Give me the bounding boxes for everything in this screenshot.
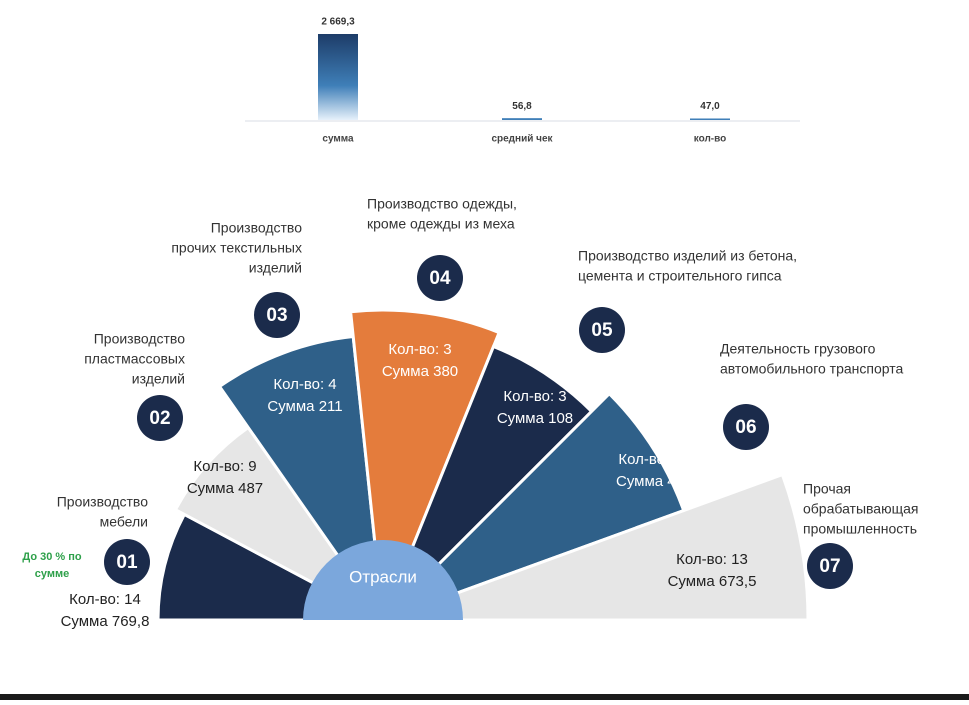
sector-count: Кол-во: 4 — [273, 376, 336, 393]
annotation: До 30 % по — [22, 551, 82, 563]
sector-label: цемента и строительного гипса — [578, 268, 782, 284]
sector-sum: Сумма 487 — [187, 480, 263, 497]
sector-label: Производство — [211, 220, 302, 236]
sector-count: Кол-во: 13 — [676, 551, 748, 568]
sector-label: изделий — [249, 260, 302, 276]
number-badge — [417, 255, 463, 301]
sector — [381, 344, 594, 622]
sector-number: 01 — [116, 552, 138, 573]
sector-number: 07 — [819, 556, 840, 577]
sector-sum: Сумма 108 — [497, 410, 573, 427]
sector-label: Производство — [94, 331, 185, 347]
sector-label: прочих текстильных — [171, 240, 302, 256]
value-label: 56,8 — [512, 101, 532, 112]
sector-count: Кол-во: 3 — [503, 388, 566, 405]
sector-label: автомобильного транспорта — [720, 361, 903, 377]
sector-label: кроме одежды из меха — [367, 216, 515, 232]
number-badge — [137, 395, 183, 441]
value-label: 2 669,3 — [321, 17, 355, 28]
sector-number: 04 — [429, 268, 451, 289]
number-badge — [579, 307, 625, 353]
sector-sum: Сумма 380 — [382, 363, 458, 380]
sector — [217, 334, 386, 626]
number-badge — [723, 404, 769, 450]
sector-label: изделий — [132, 371, 185, 387]
sector-fan — [156, 308, 810, 626]
sector-label: Производство изделий из бетона, — [578, 248, 797, 264]
annotation: сумме — [35, 568, 69, 580]
sector-number: 02 — [149, 408, 170, 429]
sector-count: Кол-во: 14 — [69, 591, 141, 608]
sector-number: 06 — [735, 417, 756, 438]
center-circle — [303, 540, 463, 620]
sector-number: 05 — [591, 320, 613, 341]
bottom-edge — [0, 694, 969, 700]
bar — [690, 118, 730, 120]
sector-sum: Сумма 769,8 — [61, 613, 150, 630]
sector — [381, 391, 686, 622]
sector-label: Деятельность грузового — [720, 341, 876, 357]
sector-sum: Сумма 673,5 — [668, 573, 757, 590]
sector — [382, 472, 810, 622]
sector-label: Прочая — [803, 481, 851, 497]
sector-sum: Сумма 40 — [616, 473, 684, 490]
number-badge — [104, 539, 150, 585]
x-tick-label: сумма — [322, 134, 354, 145]
bar — [502, 118, 542, 120]
sector-count: Кол-во: 1 — [618, 451, 681, 468]
sector-count: Кол-во: 3 — [388, 341, 451, 358]
sector-sum: Сумма 211 — [267, 398, 342, 415]
number-badge — [807, 543, 853, 589]
sector-label: промышленность — [803, 521, 917, 537]
number-badge — [254, 292, 300, 338]
sector-count: Кол-во: 9 — [193, 458, 256, 475]
value-label: 47,0 — [700, 101, 720, 112]
sector-label: Производство — [57, 494, 148, 510]
sector-label: мебели — [100, 514, 148, 530]
x-tick-label: кол-во — [694, 134, 727, 145]
center-label: Отрасли — [349, 567, 417, 586]
sector-number: 03 — [266, 305, 287, 326]
bar — [318, 34, 358, 120]
x-tick-label: средний чек — [491, 134, 553, 145]
sector-label: пластмассовых — [84, 351, 185, 367]
sector-label: обрабатывающая — [803, 501, 918, 517]
sector-label: Производство одежды, — [367, 196, 517, 212]
